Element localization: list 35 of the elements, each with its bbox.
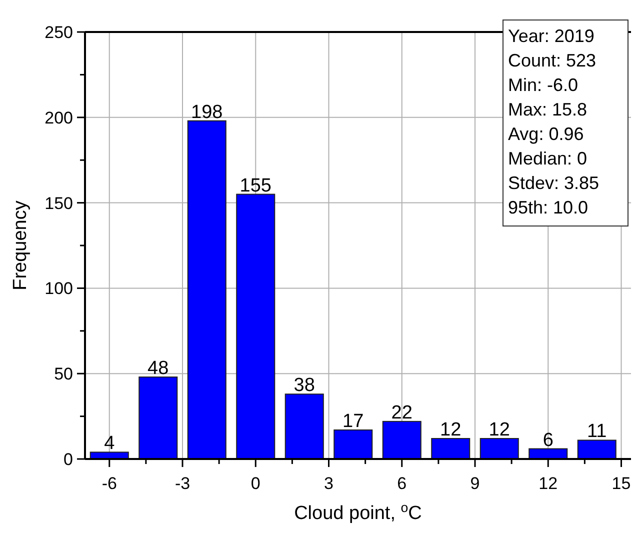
x-tick-label: 15 [612, 474, 631, 493]
data-label: 4 [104, 433, 116, 454]
y-tick-label: 50 [54, 364, 73, 384]
x-tick-label: 12 [538, 474, 558, 493]
annotation: Stdev: 3.85 [508, 173, 600, 193]
x-axis-title: Cloud point, $^{o}$C [294, 500, 422, 524]
x-tick-label: 6 [397, 474, 407, 493]
data-label: 38 [294, 375, 315, 396]
x-tick-label: -3 [174, 474, 190, 493]
annotation: Median: 0 [508, 148, 588, 168]
annotation: Min: -6.0 [508, 75, 578, 95]
annotation: Year: 2019 [508, 26, 594, 46]
x-tick-label: 9 [470, 474, 480, 493]
annotation: 95th: 10.0 [508, 198, 588, 218]
annotation: Count: 523 [508, 50, 596, 70]
x-tick-label: 0 [250, 474, 260, 493]
data-label: 6 [542, 430, 554, 451]
x-tick-label: -6 [102, 474, 117, 493]
x-tick-label: 3 [324, 474, 334, 493]
y-tick-label: 200 [44, 108, 73, 128]
annotation: Avg: 0.96 [508, 124, 584, 144]
y-tick-label: 150 [44, 194, 73, 213]
data-label: 22 [391, 402, 412, 424]
y-tick-label: 250 [44, 23, 73, 42]
data-label: 155 [240, 175, 272, 196]
data-label: 198 [191, 102, 223, 123]
data-label: 12 [488, 420, 510, 441]
data-label: 48 [148, 358, 169, 380]
annotation: Max: 15.8 [508, 100, 588, 120]
y-tick-label: 100 [44, 279, 73, 298]
data-label: 12 [440, 420, 462, 441]
y-tick-label: 0 [64, 450, 73, 469]
data-label: 11 [587, 421, 607, 442]
y-axis-title: Frequency [10, 200, 31, 290]
data-label: 17 [342, 410, 364, 432]
